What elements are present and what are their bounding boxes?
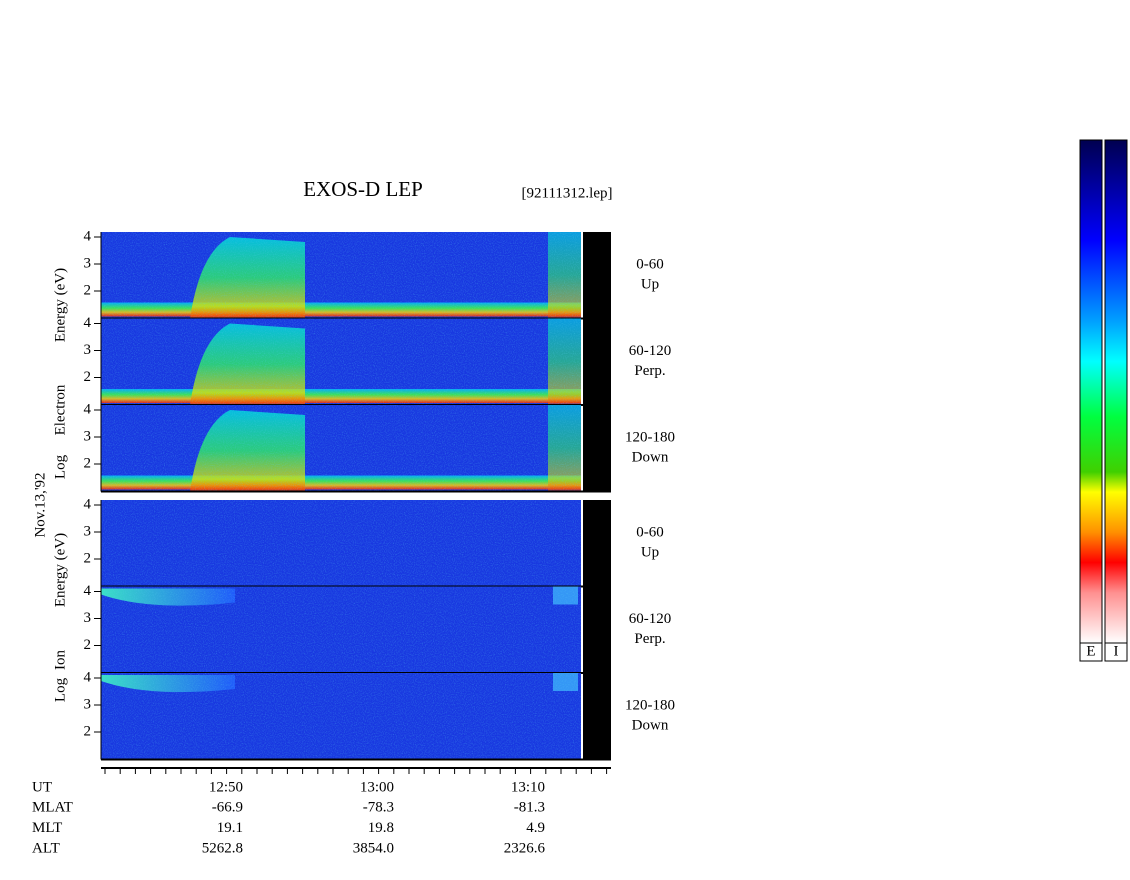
row-value: 13:00 xyxy=(360,779,394,795)
spectrogram-noise xyxy=(101,500,581,587)
color-bar-box xyxy=(1104,642,1128,662)
y-tick-label: 3 xyxy=(84,255,92,271)
spectrogram-noise xyxy=(101,318,581,405)
y-tick-label: 3 xyxy=(84,696,92,712)
y-tick-label: 2 xyxy=(84,282,92,298)
y-tick-label: 4 xyxy=(84,228,92,244)
row-name: ALT xyxy=(32,840,60,856)
y-tick-label: 2 xyxy=(84,550,92,566)
y-tick-label: 3 xyxy=(84,610,92,626)
title: EXOS-D LEP xyxy=(303,177,423,201)
y-tick-label: 4 xyxy=(84,669,92,685)
no-data xyxy=(583,405,611,492)
color-bar-label: E xyxy=(1086,643,1095,659)
row-name: MLAT xyxy=(32,800,73,816)
color-bar xyxy=(1104,139,1128,644)
y-tick-label: 2 xyxy=(84,637,92,653)
row-name: MLT xyxy=(32,820,62,836)
y-tick-label: 4 xyxy=(84,496,92,512)
y-axis-label: Log xyxy=(52,454,68,479)
row-value: -78.3 xyxy=(363,800,394,816)
y-tick-label: 4 xyxy=(84,401,92,417)
y-axis-label: Ion xyxy=(52,650,68,670)
row-value: -81.3 xyxy=(514,800,545,816)
row-value: -66.9 xyxy=(212,800,243,816)
panel-label: Up xyxy=(641,276,659,292)
spectrogram-noise xyxy=(101,586,581,673)
panel-label: 60-120 xyxy=(629,343,672,359)
panel-label: 60-120 xyxy=(629,611,672,627)
y-tick-label: 3 xyxy=(84,428,92,444)
spectrogram-noise xyxy=(101,405,581,492)
no-data xyxy=(583,232,611,319)
y-tick-label: 3 xyxy=(84,342,92,358)
file-name: [92111312.lep] xyxy=(522,185,613,201)
y-axis-label: Energy (eV) xyxy=(52,268,68,342)
no-data xyxy=(583,500,611,587)
spectrogram-noise xyxy=(101,673,581,760)
no-data xyxy=(583,318,611,405)
spectrogram-noise xyxy=(101,232,581,319)
panel-label: 0-60 xyxy=(636,524,664,540)
row-value: 19.8 xyxy=(368,820,394,836)
y-axis-label: Energy (eV) xyxy=(52,533,68,607)
row-value: 5262.8 xyxy=(202,840,243,856)
y-tick-label: 4 xyxy=(84,315,92,331)
panel-label: 0-60 xyxy=(636,256,664,272)
no-data xyxy=(583,673,611,760)
y-tick-label: 2 xyxy=(84,369,92,385)
row-value: 2326.6 xyxy=(504,840,546,856)
row-name: UT xyxy=(32,779,52,795)
panel-label: Perp. xyxy=(634,363,665,379)
color-bar xyxy=(1079,139,1103,644)
y-tick-label: 2 xyxy=(84,455,92,471)
y-tick-label: 3 xyxy=(84,523,92,539)
y-tick-label: 4 xyxy=(84,583,92,599)
color-bar-box xyxy=(1079,642,1103,662)
row-value: 3854.0 xyxy=(353,840,394,856)
date-label: Nov.13,'92 xyxy=(32,472,48,537)
no-data xyxy=(583,586,611,673)
panel-label: Down xyxy=(632,449,669,465)
row-value: 12:50 xyxy=(209,779,243,795)
panel-label: 120-180 xyxy=(625,429,675,445)
panel-label: Up xyxy=(641,544,659,560)
panel-label: 120-180 xyxy=(625,697,675,713)
panel-label: Perp. xyxy=(634,631,665,647)
panel-label: Down xyxy=(632,717,669,733)
row-value: 4.9 xyxy=(526,820,545,836)
y-tick-label: 2 xyxy=(84,723,92,739)
y-axis-label: Log xyxy=(52,677,68,702)
color-bar-label: I xyxy=(1114,643,1119,659)
y-axis-label: Electron xyxy=(52,384,68,435)
row-value: 13:10 xyxy=(511,779,545,795)
row-value: 19.1 xyxy=(217,820,243,836)
